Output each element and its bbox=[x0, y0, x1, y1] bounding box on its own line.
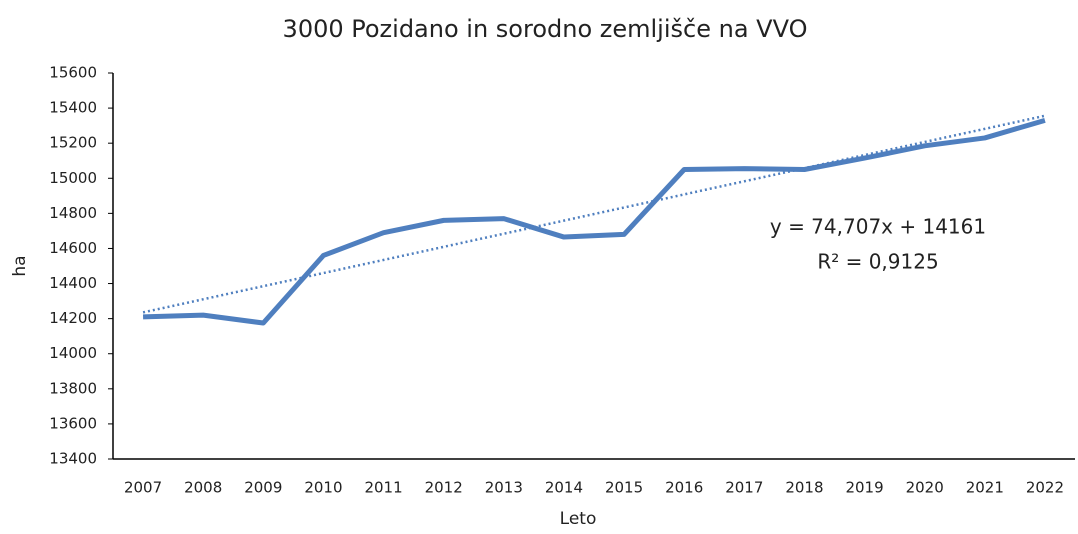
y-axis-label: ha bbox=[10, 255, 30, 276]
x-axis-label: Leto bbox=[560, 509, 597, 529]
x-tick-label: 2019 bbox=[845, 479, 883, 497]
x-tick-label: 2016 bbox=[665, 479, 703, 497]
data-line bbox=[142, 117, 1046, 326]
x-tick-label: 2010 bbox=[304, 479, 342, 497]
y-tick-label: 15400 bbox=[49, 99, 97, 117]
r-squared: R² = 0,9125 bbox=[817, 250, 938, 274]
x-tick-label: 2020 bbox=[906, 479, 944, 497]
x-tick-label: 2014 bbox=[545, 479, 583, 497]
x-tick-label: 2018 bbox=[785, 479, 823, 497]
trend-equation: y = 74,707x + 14161 bbox=[770, 215, 986, 239]
y-tick-label: 13600 bbox=[49, 414, 97, 432]
y-tick-label: 15600 bbox=[49, 64, 97, 82]
y-tick-label: 14400 bbox=[49, 274, 97, 292]
x-tick-label: 2007 bbox=[124, 479, 162, 497]
y-tick-label: 15200 bbox=[49, 134, 97, 152]
x-tick-label: 2009 bbox=[244, 479, 282, 497]
x-tick-label: 2013 bbox=[485, 479, 523, 497]
x-tick-label: 2017 bbox=[725, 479, 763, 497]
y-tick-label: 13400 bbox=[49, 450, 97, 468]
x-tick-label: 2012 bbox=[425, 479, 463, 497]
y-tick-label: 14600 bbox=[49, 239, 97, 257]
chart-title: 3000 Pozidano in sorodno zemljišče na VV… bbox=[283, 15, 808, 43]
y-tick-label: 14000 bbox=[49, 344, 97, 362]
y-tick-label: 15000 bbox=[49, 169, 97, 187]
trendline bbox=[142, 114, 1046, 314]
x-tick-label: 2008 bbox=[184, 479, 222, 497]
x-tick-label: 2022 bbox=[1026, 479, 1064, 497]
y-tick-label: 13800 bbox=[49, 379, 97, 397]
y-tick-label: 14800 bbox=[49, 204, 97, 222]
y-tick-label: 14200 bbox=[49, 309, 97, 327]
x-tick-label: 2015 bbox=[605, 479, 643, 497]
x-tick-label: 2011 bbox=[364, 479, 402, 497]
x-tick-label: 2021 bbox=[966, 479, 1004, 497]
